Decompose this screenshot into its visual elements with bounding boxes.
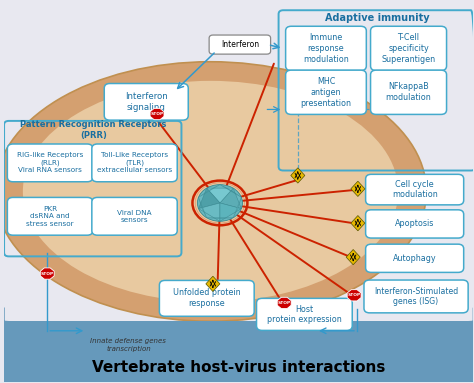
Text: STOP: STOP bbox=[41, 272, 54, 275]
FancyBboxPatch shape bbox=[286, 26, 366, 70]
FancyBboxPatch shape bbox=[371, 70, 447, 115]
FancyBboxPatch shape bbox=[256, 298, 352, 331]
Text: Toll-Like Receptors
(TLR)
extracellular sensors: Toll-Like Receptors (TLR) extracellular … bbox=[97, 152, 172, 173]
Text: STOP: STOP bbox=[347, 293, 361, 297]
FancyBboxPatch shape bbox=[4, 1, 474, 287]
Polygon shape bbox=[220, 203, 241, 221]
FancyBboxPatch shape bbox=[92, 144, 177, 182]
Polygon shape bbox=[347, 290, 361, 301]
Text: MHC
antigen
presentation: MHC antigen presentation bbox=[301, 77, 351, 108]
Polygon shape bbox=[199, 197, 207, 218]
Polygon shape bbox=[199, 188, 220, 209]
Circle shape bbox=[197, 185, 242, 221]
Text: Autophagy: Autophagy bbox=[393, 254, 437, 263]
FancyBboxPatch shape bbox=[365, 210, 464, 238]
Ellipse shape bbox=[23, 81, 398, 302]
Polygon shape bbox=[206, 276, 220, 291]
Polygon shape bbox=[233, 197, 241, 218]
Text: STOP: STOP bbox=[150, 112, 164, 116]
FancyBboxPatch shape bbox=[159, 280, 254, 316]
Polygon shape bbox=[277, 297, 291, 309]
Text: Interferon: Interferon bbox=[221, 40, 259, 49]
Text: Vertebrate host-virus interactions: Vertebrate host-virus interactions bbox=[92, 360, 385, 375]
Text: T-Cell
specificity
Superantigen: T-Cell specificity Superantigen bbox=[382, 33, 436, 64]
Text: Unfolded protein
response: Unfolded protein response bbox=[173, 288, 241, 308]
Text: Apoptosis: Apoptosis bbox=[395, 219, 434, 228]
Text: PKR
dsRNA and
stress sensor: PKR dsRNA and stress sensor bbox=[26, 206, 74, 227]
Polygon shape bbox=[150, 108, 164, 119]
Polygon shape bbox=[0, 308, 474, 382]
Polygon shape bbox=[207, 188, 233, 203]
Text: Host
protein expression: Host protein expression bbox=[267, 304, 342, 324]
Polygon shape bbox=[220, 185, 241, 197]
Text: NFkappaB
modulation: NFkappaB modulation bbox=[386, 82, 431, 102]
Polygon shape bbox=[291, 168, 305, 183]
FancyBboxPatch shape bbox=[286, 70, 366, 115]
Polygon shape bbox=[207, 218, 233, 219]
Polygon shape bbox=[40, 268, 54, 279]
Polygon shape bbox=[351, 216, 365, 231]
FancyBboxPatch shape bbox=[365, 174, 464, 205]
Text: Viral DNA
sensors: Viral DNA sensors bbox=[117, 210, 152, 223]
FancyBboxPatch shape bbox=[371, 26, 447, 70]
Polygon shape bbox=[351, 181, 365, 196]
FancyBboxPatch shape bbox=[364, 280, 468, 313]
Text: Innate defense genes
transcription: Innate defense genes transcription bbox=[91, 338, 166, 352]
FancyBboxPatch shape bbox=[209, 35, 271, 54]
Text: Adaptive immunity: Adaptive immunity bbox=[325, 13, 429, 23]
FancyBboxPatch shape bbox=[8, 144, 93, 182]
FancyBboxPatch shape bbox=[4, 321, 474, 382]
Polygon shape bbox=[220, 188, 241, 209]
FancyBboxPatch shape bbox=[104, 83, 188, 120]
Ellipse shape bbox=[0, 62, 427, 321]
Text: Cell cycle
modulation: Cell cycle modulation bbox=[392, 180, 438, 200]
Text: Interferon
signaling: Interferon signaling bbox=[125, 92, 168, 112]
Polygon shape bbox=[346, 249, 360, 265]
Text: RIG-like Receptors
(RLR)
Viral RNA sensors: RIG-like Receptors (RLR) Viral RNA senso… bbox=[17, 152, 83, 173]
FancyBboxPatch shape bbox=[365, 244, 464, 272]
Text: Interferon-Stimulated
genes (ISG): Interferon-Stimulated genes (ISG) bbox=[374, 286, 458, 306]
FancyBboxPatch shape bbox=[8, 197, 93, 235]
FancyBboxPatch shape bbox=[92, 197, 177, 235]
Text: Pattern Recognition Receptors
(PRR): Pattern Recognition Receptors (PRR) bbox=[20, 119, 166, 140]
Polygon shape bbox=[199, 203, 220, 221]
Text: Immune
response
modulation: Immune response modulation bbox=[303, 33, 349, 64]
Text: STOP: STOP bbox=[278, 301, 291, 305]
Polygon shape bbox=[199, 185, 220, 197]
